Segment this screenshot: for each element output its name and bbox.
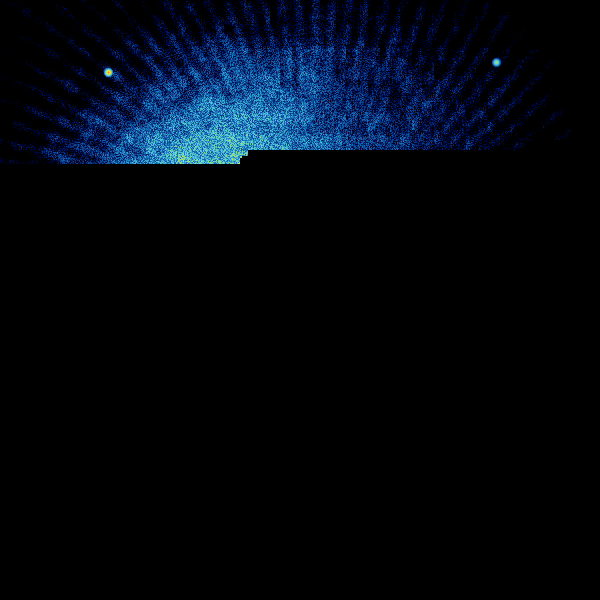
image-viewport [0, 0, 600, 600]
false-color-sky-map [0, 0, 600, 600]
